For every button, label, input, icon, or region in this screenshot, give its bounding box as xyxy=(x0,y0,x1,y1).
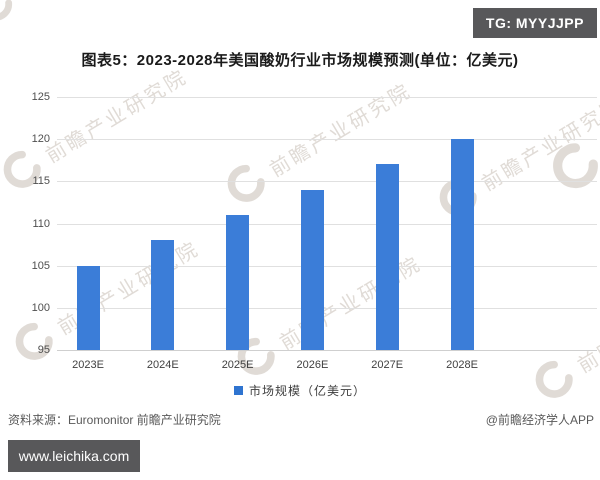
y-axis-tick-label: 120 xyxy=(31,133,50,146)
bar xyxy=(300,189,324,350)
legend-swatch xyxy=(233,386,243,395)
bar xyxy=(375,164,399,350)
x-axis-tick-label: 2023E xyxy=(72,359,104,371)
site-url-badge: www.leichika.com xyxy=(8,440,140,472)
x-axis-tick-label: 2026E xyxy=(296,359,329,371)
y-axis-tick-label: 115 xyxy=(32,175,50,188)
bar xyxy=(151,240,175,350)
source-text: 资料来源：Euromonitor 前瞻产业研究院 xyxy=(8,413,221,427)
y-axis-tick-label: 110 xyxy=(32,217,50,230)
y-axis-tick-label: 95 xyxy=(37,344,50,356)
bar xyxy=(226,215,250,350)
gridline xyxy=(57,350,597,351)
chart-legend: 市场规模（亿美元） xyxy=(0,382,600,399)
x-axis-tick-label: 2027E xyxy=(371,359,404,371)
gridline xyxy=(57,223,597,225)
y-axis-tick-label: 125 xyxy=(31,91,50,103)
credit-text: @前瞻经济学人APP xyxy=(485,413,594,427)
chart-title: 图表5：2023-2028年美国酸奶行业市场规模预测(单位：亿美元) xyxy=(81,52,519,69)
bar xyxy=(76,265,100,350)
gridline xyxy=(57,139,597,141)
y-axis-tick-label: 105 xyxy=(31,259,50,272)
x-axis-tick-label: 2025E xyxy=(221,359,254,371)
gridline xyxy=(57,181,597,183)
legend-label: 市场规模（亿美元） xyxy=(248,384,366,398)
x-axis-tick-label: 2024E xyxy=(146,359,179,371)
gridline xyxy=(57,307,597,309)
y-axis-tick-label: 100 xyxy=(31,301,50,314)
x-axis-tick-label: 2028E xyxy=(446,359,478,371)
tg-badge: TG: MYYJJPP xyxy=(472,8,597,38)
gridline xyxy=(57,97,597,98)
gridline xyxy=(57,265,597,267)
bar xyxy=(450,139,474,350)
